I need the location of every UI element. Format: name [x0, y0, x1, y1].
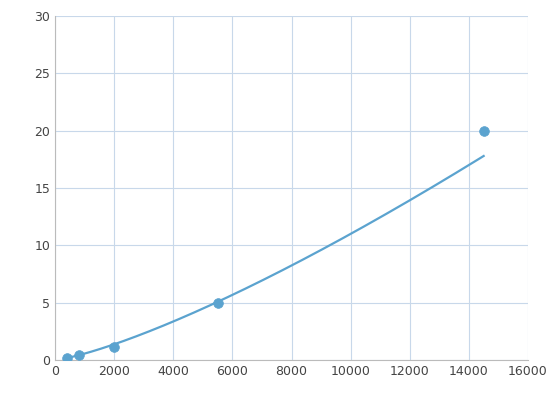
Point — [213, 300, 222, 306]
Point — [109, 344, 119, 350]
Point — [479, 128, 488, 134]
Point — [74, 352, 83, 359]
Point — [63, 354, 72, 361]
